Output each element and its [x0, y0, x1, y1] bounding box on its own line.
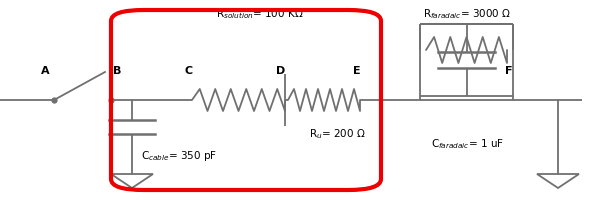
Text: D: D [276, 66, 286, 76]
Text: R$_{solution}$= 100 KΩ: R$_{solution}$= 100 KΩ [216, 7, 304, 21]
Text: C$_{cable}$= 350 pF: C$_{cable}$= 350 pF [141, 149, 217, 163]
Text: F: F [505, 66, 512, 76]
Text: A: A [41, 66, 49, 76]
Text: C: C [185, 66, 193, 76]
Text: R$_{faradaic}$= 3000 Ω: R$_{faradaic}$= 3000 Ω [423, 7, 511, 21]
Text: R$_{u}$= 200 Ω: R$_{u}$= 200 Ω [309, 127, 366, 141]
Text: E: E [353, 66, 361, 76]
Text: B: B [113, 66, 121, 76]
Text: C$_{faradaic}$= 1 uF: C$_{faradaic}$= 1 uF [431, 137, 504, 151]
